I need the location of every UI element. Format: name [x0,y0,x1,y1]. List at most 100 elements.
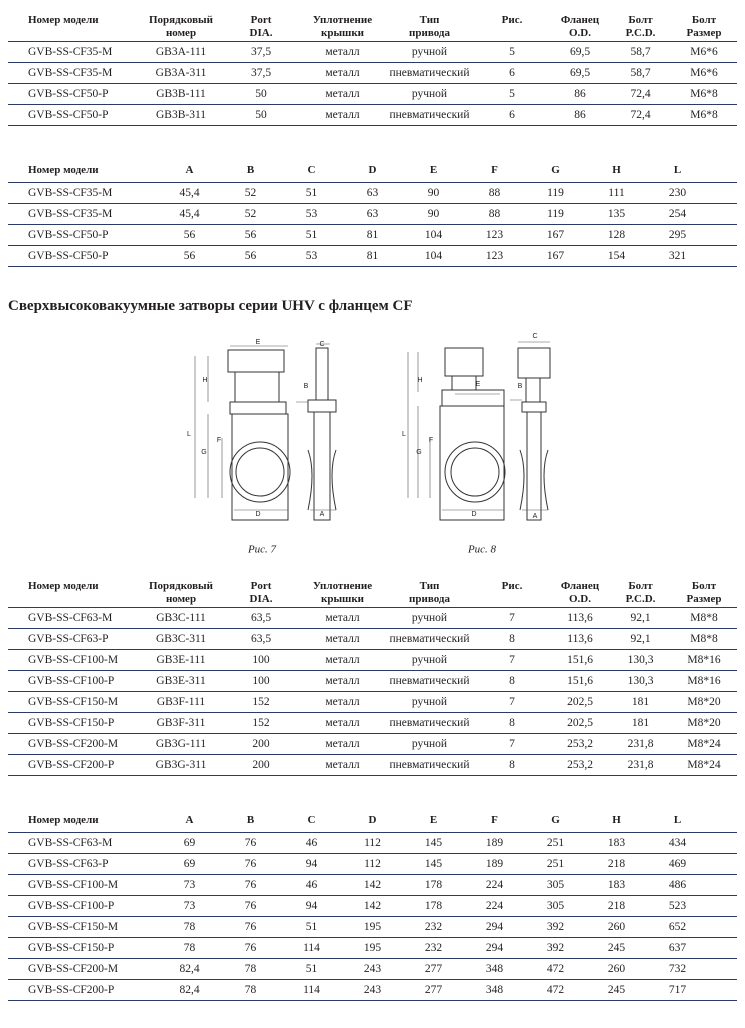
value-cell: 135 [586,203,647,225]
table-row: GVB-SS-CF100-P 73 76 94 142 178 224 305 218 523 [8,895,737,917]
dim-label: L [402,431,406,438]
value-cell: GB3E-311 [140,670,222,692]
value-cell: 717 [647,979,737,1001]
header-cell: L [647,160,737,183]
value-cell: M8*8 [671,607,737,629]
value-cell: 130,3 [610,649,671,671]
value-cell: пневматический [385,754,474,776]
value-cell: 151,6 [550,670,610,692]
value-cell: 69,5 [550,62,610,84]
model-cell: GVB-SS-CF35-M [8,203,159,225]
header-cell: Рис. [474,576,550,608]
value-cell: 167 [525,224,586,246]
value-cell: 321 [647,245,737,267]
value-cell: 243 [342,979,403,1001]
value-cell: GB3G-111 [140,733,222,755]
model-cell: GVB-SS-CF63-M [8,832,159,854]
value-cell: 277 [403,958,464,980]
value-cell: 73 [159,874,220,896]
value-cell: 254 [647,203,737,225]
value-cell: 5 [474,83,550,105]
value-cell: 76 [220,874,281,896]
value-cell: 5 [474,41,550,63]
value-cell: 472 [525,958,586,980]
value-cell: 232 [403,916,464,938]
model-cell: GVB-SS-CF100-M [8,874,159,896]
value-cell: 53 [281,245,342,267]
header-cell: Уплотнение крышки [300,576,385,608]
table-row: GVB-SS-CF150-P GB3F-311 152 металл пневматич… [8,712,737,734]
value-cell: 243 [342,958,403,980]
header-cell: F [464,810,525,833]
value-cell: 8 [474,628,550,650]
value-cell: 76 [220,853,281,875]
model-cell: GVB-SS-CF50-P [8,83,140,105]
value-cell: 78 [220,979,281,1001]
value-cell: металл [300,41,385,63]
value-cell: 37,5 [222,41,300,63]
value-cell: 94 [281,895,342,917]
model-cell: GVB-SS-CF100-P [8,670,140,692]
dim-label: B [304,383,309,390]
value-cell: 232 [403,937,464,959]
value-cell: ручной [385,607,474,629]
value-cell: 181 [610,712,671,734]
value-cell: M8*16 [671,670,737,692]
value-cell: 123 [464,224,525,246]
value-cell: 90 [403,203,464,225]
value-cell: GB3F-311 [140,712,222,734]
value-cell: металл [300,754,385,776]
header-cell: L [647,810,737,833]
dim-label: H [202,377,207,384]
dim-label: C [319,341,324,348]
value-cell: 92,1 [610,628,671,650]
value-cell: 86 [550,83,610,105]
value-cell: 167 [525,245,586,267]
value-cell: ручной [385,691,474,713]
value-cell: 348 [464,958,525,980]
model-cell: GVB-SS-CF50-P [8,104,140,126]
value-cell: 183 [586,832,647,854]
dim-label: B [518,383,523,390]
value-cell: ручной [385,41,474,63]
table-row: GVB-SS-CF200-M 82,4 78 51 243 277 348 472 260 732 [8,958,737,980]
value-cell: пневматический [385,104,474,126]
value-cell: GB3F-111 [140,691,222,713]
value-cell: 92,1 [610,607,671,629]
value-cell: 58,7 [610,41,671,63]
model-cell: GVB-SS-CF50-P [8,245,159,267]
table-row: GVB-SS-CF35-M 45,4 52 53 63 90 88 119 135 254 [8,203,737,225]
header-row: Номер модели A B C D E F G H L [8,160,737,183]
header-cell: Рис. [474,10,550,42]
value-cell: 56 [159,224,220,246]
value-cell: 224 [464,874,525,896]
model-cell: GVB-SS-CF63-P [8,628,140,650]
dim-label: G [416,449,421,456]
value-cell: 7 [474,691,550,713]
value-cell: 51 [281,958,342,980]
value-cell: 88 [464,182,525,204]
value-cell: 294 [464,937,525,959]
table-row: GVB-SS-CF150-M GB3F-111 152 металл ручной 7 20… [8,691,737,713]
value-cell: 142 [342,874,403,896]
header-cell: Номер модели [8,576,140,608]
value-cell: 81 [342,224,403,246]
figure-caption: Рис. 7 [247,544,277,556]
value-cell: M8*20 [671,712,737,734]
value-cell: 114 [281,979,342,1001]
value-cell: 119 [525,203,586,225]
value-cell: 434 [647,832,737,854]
value-cell: пневматический [385,62,474,84]
value-cell: 52 [220,203,281,225]
value-cell: 51 [281,916,342,938]
value-cell: 251 [525,832,586,854]
value-cell: 51 [281,182,342,204]
value-cell: 37,5 [222,62,300,84]
table-row: GVB-SS-CF50-P GB3B-311 50 металл пневматичес… [8,104,737,126]
model-cell: GVB-SS-CF100-M [8,649,140,671]
value-cell: 486 [647,874,737,896]
value-cell: 8 [474,754,550,776]
header-cell: Болт P.C.D. [610,10,671,42]
value-cell: 652 [647,916,737,938]
value-cell: ручной [385,83,474,105]
